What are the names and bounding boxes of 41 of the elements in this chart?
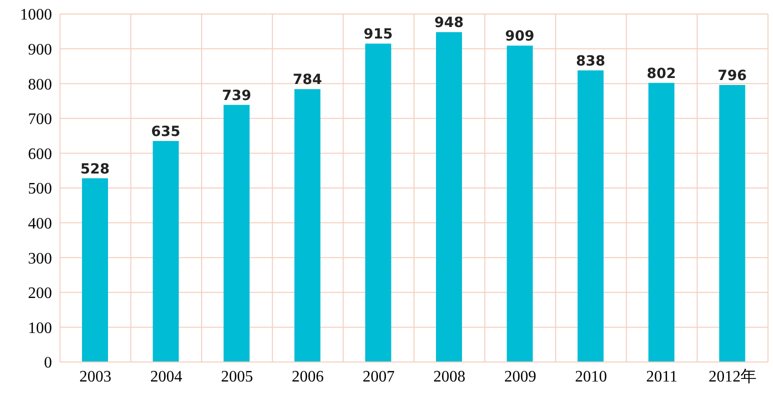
y-tick-label: 400 [28, 215, 52, 232]
data-label: 948 [434, 15, 464, 32]
data-label: 739 [222, 88, 252, 104]
x-tick-label: 2003 [79, 368, 112, 386]
data-label: 915 [364, 26, 393, 43]
bar [719, 84, 746, 362]
x-tick-label: 2012年 [708, 368, 757, 386]
bar [506, 46, 533, 362]
data-label: 796 [718, 68, 747, 84]
bar [648, 82, 674, 362]
x-tick-label: 2006 [292, 368, 324, 386]
bar [436, 32, 462, 362]
y-tick-label: 700 [28, 111, 52, 128]
x-tick-label: 2010 [575, 368, 607, 386]
y-tick-label: 900 [28, 41, 52, 58]
x-tick-label: 2005 [221, 368, 253, 386]
x-tick-label: 2009 [504, 368, 536, 386]
x-tick-label: 2008 [433, 368, 466, 386]
data-label: 838 [576, 53, 606, 70]
bar [152, 141, 179, 362]
x-tick-label: 2004 [150, 368, 182, 386]
data-label: 528 [80, 161, 110, 178]
y-tick-label: 600 [28, 146, 52, 163]
y-tick-label: 500 [28, 180, 52, 198]
bar [365, 44, 392, 362]
y-tick-label: 200 [28, 285, 52, 302]
bar [294, 89, 320, 362]
x-tick-label: 2007 [362, 368, 395, 386]
data-label: 635 [151, 124, 180, 140]
y-tick-label: 0 [44, 354, 52, 372]
bar [578, 70, 604, 362]
data-label: 909 [505, 28, 534, 45]
bar [224, 104, 250, 362]
y-tick-label: 800 [28, 76, 52, 94]
bar [82, 178, 108, 362]
data-label: 802 [646, 66, 676, 82]
y-tick-label: 100 [28, 320, 52, 337]
data-label: 784 [292, 72, 322, 88]
x-tick-label: 2011 [646, 368, 678, 386]
y-tick-label: 1000 [20, 6, 52, 24]
y-tick-label: 300 [28, 250, 52, 268]
